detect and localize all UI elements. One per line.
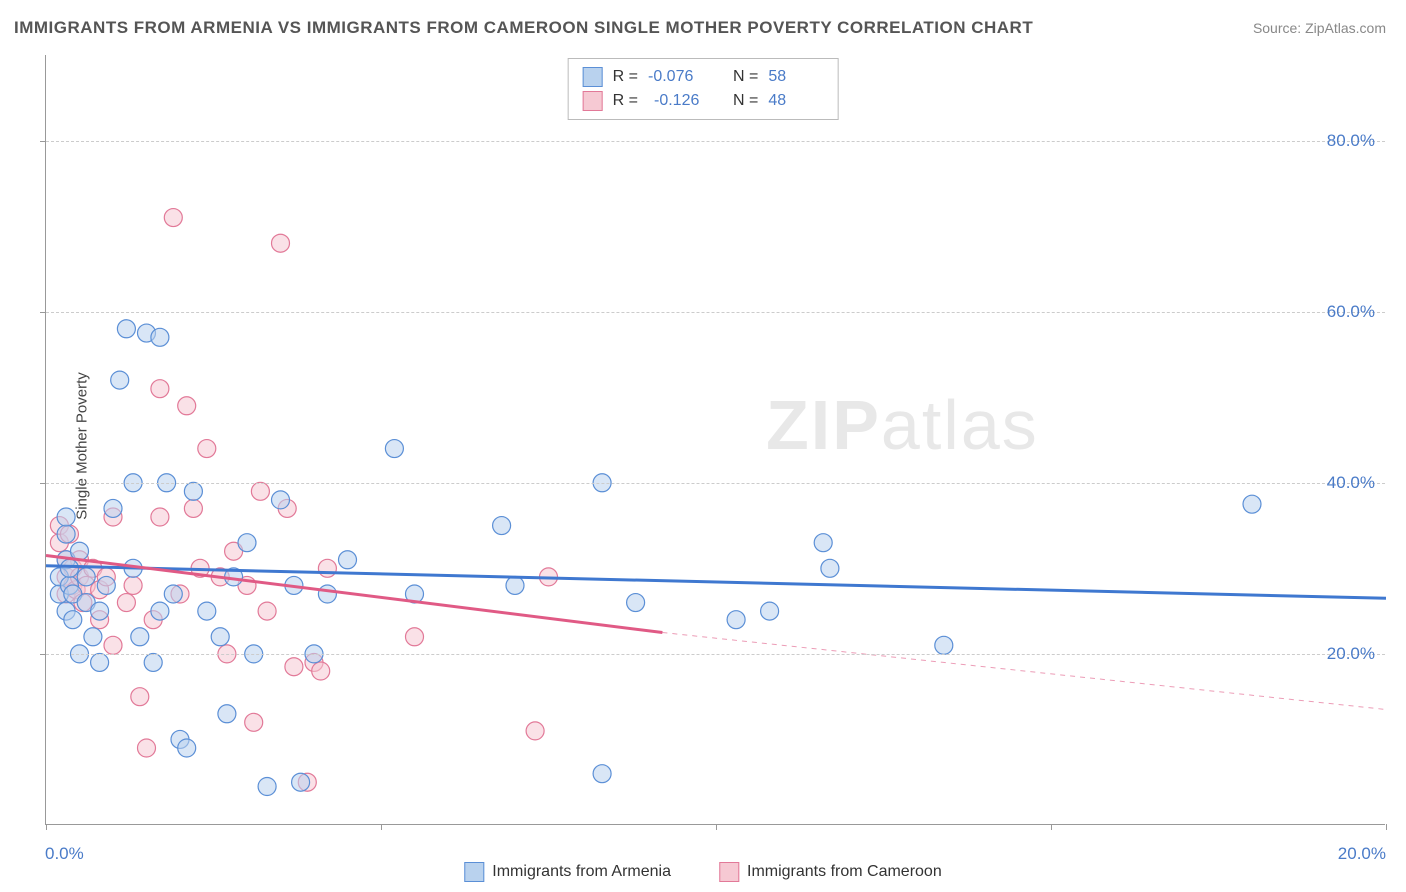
plot-area: ZIPatlas 20.0%40.0%60.0%80.0%	[45, 55, 1385, 825]
legend-item-armenia: Immigrants from Armenia	[464, 862, 671, 882]
y-tick	[40, 141, 46, 142]
x-tick	[46, 824, 47, 830]
legend-swatch-armenia	[464, 862, 484, 882]
x-tick	[1051, 824, 1052, 830]
n-value-cameroon: 48	[768, 92, 823, 110]
x-tick	[716, 824, 717, 830]
r-label: R =	[613, 68, 638, 86]
chart-svg	[46, 55, 1385, 824]
y-tick	[40, 654, 46, 655]
y-tick-label: 80.0%	[1327, 131, 1375, 151]
r-label-2: R =	[613, 92, 638, 110]
x-max-label: 20.0%	[1338, 844, 1386, 864]
y-tick	[40, 483, 46, 484]
bottom-legend: Immigrants from Armenia Immigrants from …	[464, 862, 941, 882]
y-tick	[40, 312, 46, 313]
stats-legend: R = -0.076 N = 58 R = -0.126 N = 48	[568, 58, 839, 120]
gridline	[46, 654, 1385, 655]
source-attribution: Source: ZipAtlas.com	[1253, 20, 1386, 36]
r-value-cameroon: -0.126	[648, 92, 703, 110]
gridline	[46, 483, 1385, 484]
n-value-armenia: 58	[768, 68, 823, 86]
legend-label-armenia: Immigrants from Armenia	[492, 863, 671, 881]
swatch-cameroon	[583, 91, 603, 111]
legend-swatch-cameroon	[719, 862, 739, 882]
r-value-armenia: -0.076	[648, 68, 703, 86]
x-min-label: 0.0%	[45, 844, 84, 864]
legend-item-cameroon: Immigrants from Cameroon	[719, 862, 942, 882]
gridline	[46, 312, 1385, 313]
y-tick-label: 40.0%	[1327, 473, 1375, 493]
gridline	[46, 141, 1385, 142]
stats-row-cameroon: R = -0.126 N = 48	[583, 89, 824, 113]
x-tick	[1386, 824, 1387, 830]
chart-container: IMMIGRANTS FROM ARMENIA VS IMMIGRANTS FR…	[0, 0, 1406, 892]
x-tick	[381, 824, 382, 830]
stats-row-armenia: R = -0.076 N = 58	[583, 65, 824, 89]
swatch-armenia	[583, 67, 603, 87]
n-label: N =	[733, 68, 758, 86]
n-label-2: N =	[733, 92, 758, 110]
legend-label-cameroon: Immigrants from Cameroon	[747, 863, 942, 881]
chart-title: IMMIGRANTS FROM ARMENIA VS IMMIGRANTS FR…	[14, 18, 1033, 38]
y-tick-label: 60.0%	[1327, 302, 1375, 322]
y-tick-label: 20.0%	[1327, 644, 1375, 664]
